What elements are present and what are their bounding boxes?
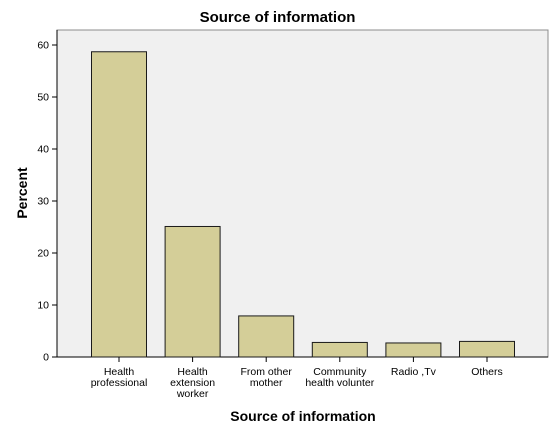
bar: [311, 341, 368, 358]
x-tick-label: health volunter: [305, 377, 374, 389]
bar: [164, 225, 221, 358]
y-tick-label: 40: [37, 144, 49, 156]
x-tick-label: Radio ,Tv: [391, 366, 437, 378]
y-tick-label: 30: [37, 196, 49, 208]
x-tick-label: worker: [176, 388, 209, 400]
x-tick-label: Community: [313, 366, 367, 378]
bar: [91, 51, 147, 358]
bars-group: [91, 51, 515, 358]
bar: [238, 315, 295, 358]
x-tick-label: mother: [250, 377, 283, 389]
x-tick-label: Health: [177, 366, 208, 378]
y-tick-label: 10: [37, 300, 49, 312]
chart-title: Source of information: [200, 9, 356, 26]
x-axis-labels: HealthprofessionalHealthextensionworkerF…: [91, 357, 503, 400]
y-tick-label: 50: [37, 92, 49, 104]
bar: [385, 342, 442, 358]
x-axis-title: Source of information: [230, 408, 375, 424]
y-axis-ticks: 0 10 20 30 40 50 60: [37, 40, 57, 364]
y-tick-label: 60: [37, 40, 49, 52]
bar: [459, 340, 515, 358]
x-tick-label: extension: [170, 377, 215, 389]
x-tick-label: professional: [91, 377, 148, 389]
y-tick-label: 20: [37, 248, 49, 260]
x-tick-label: Health: [104, 366, 135, 378]
y-axis-title: Percent: [14, 167, 30, 219]
x-tick-label: From other: [241, 366, 293, 378]
x-tick-label: Others: [471, 366, 503, 378]
y-tick-label: 0: [43, 352, 49, 364]
